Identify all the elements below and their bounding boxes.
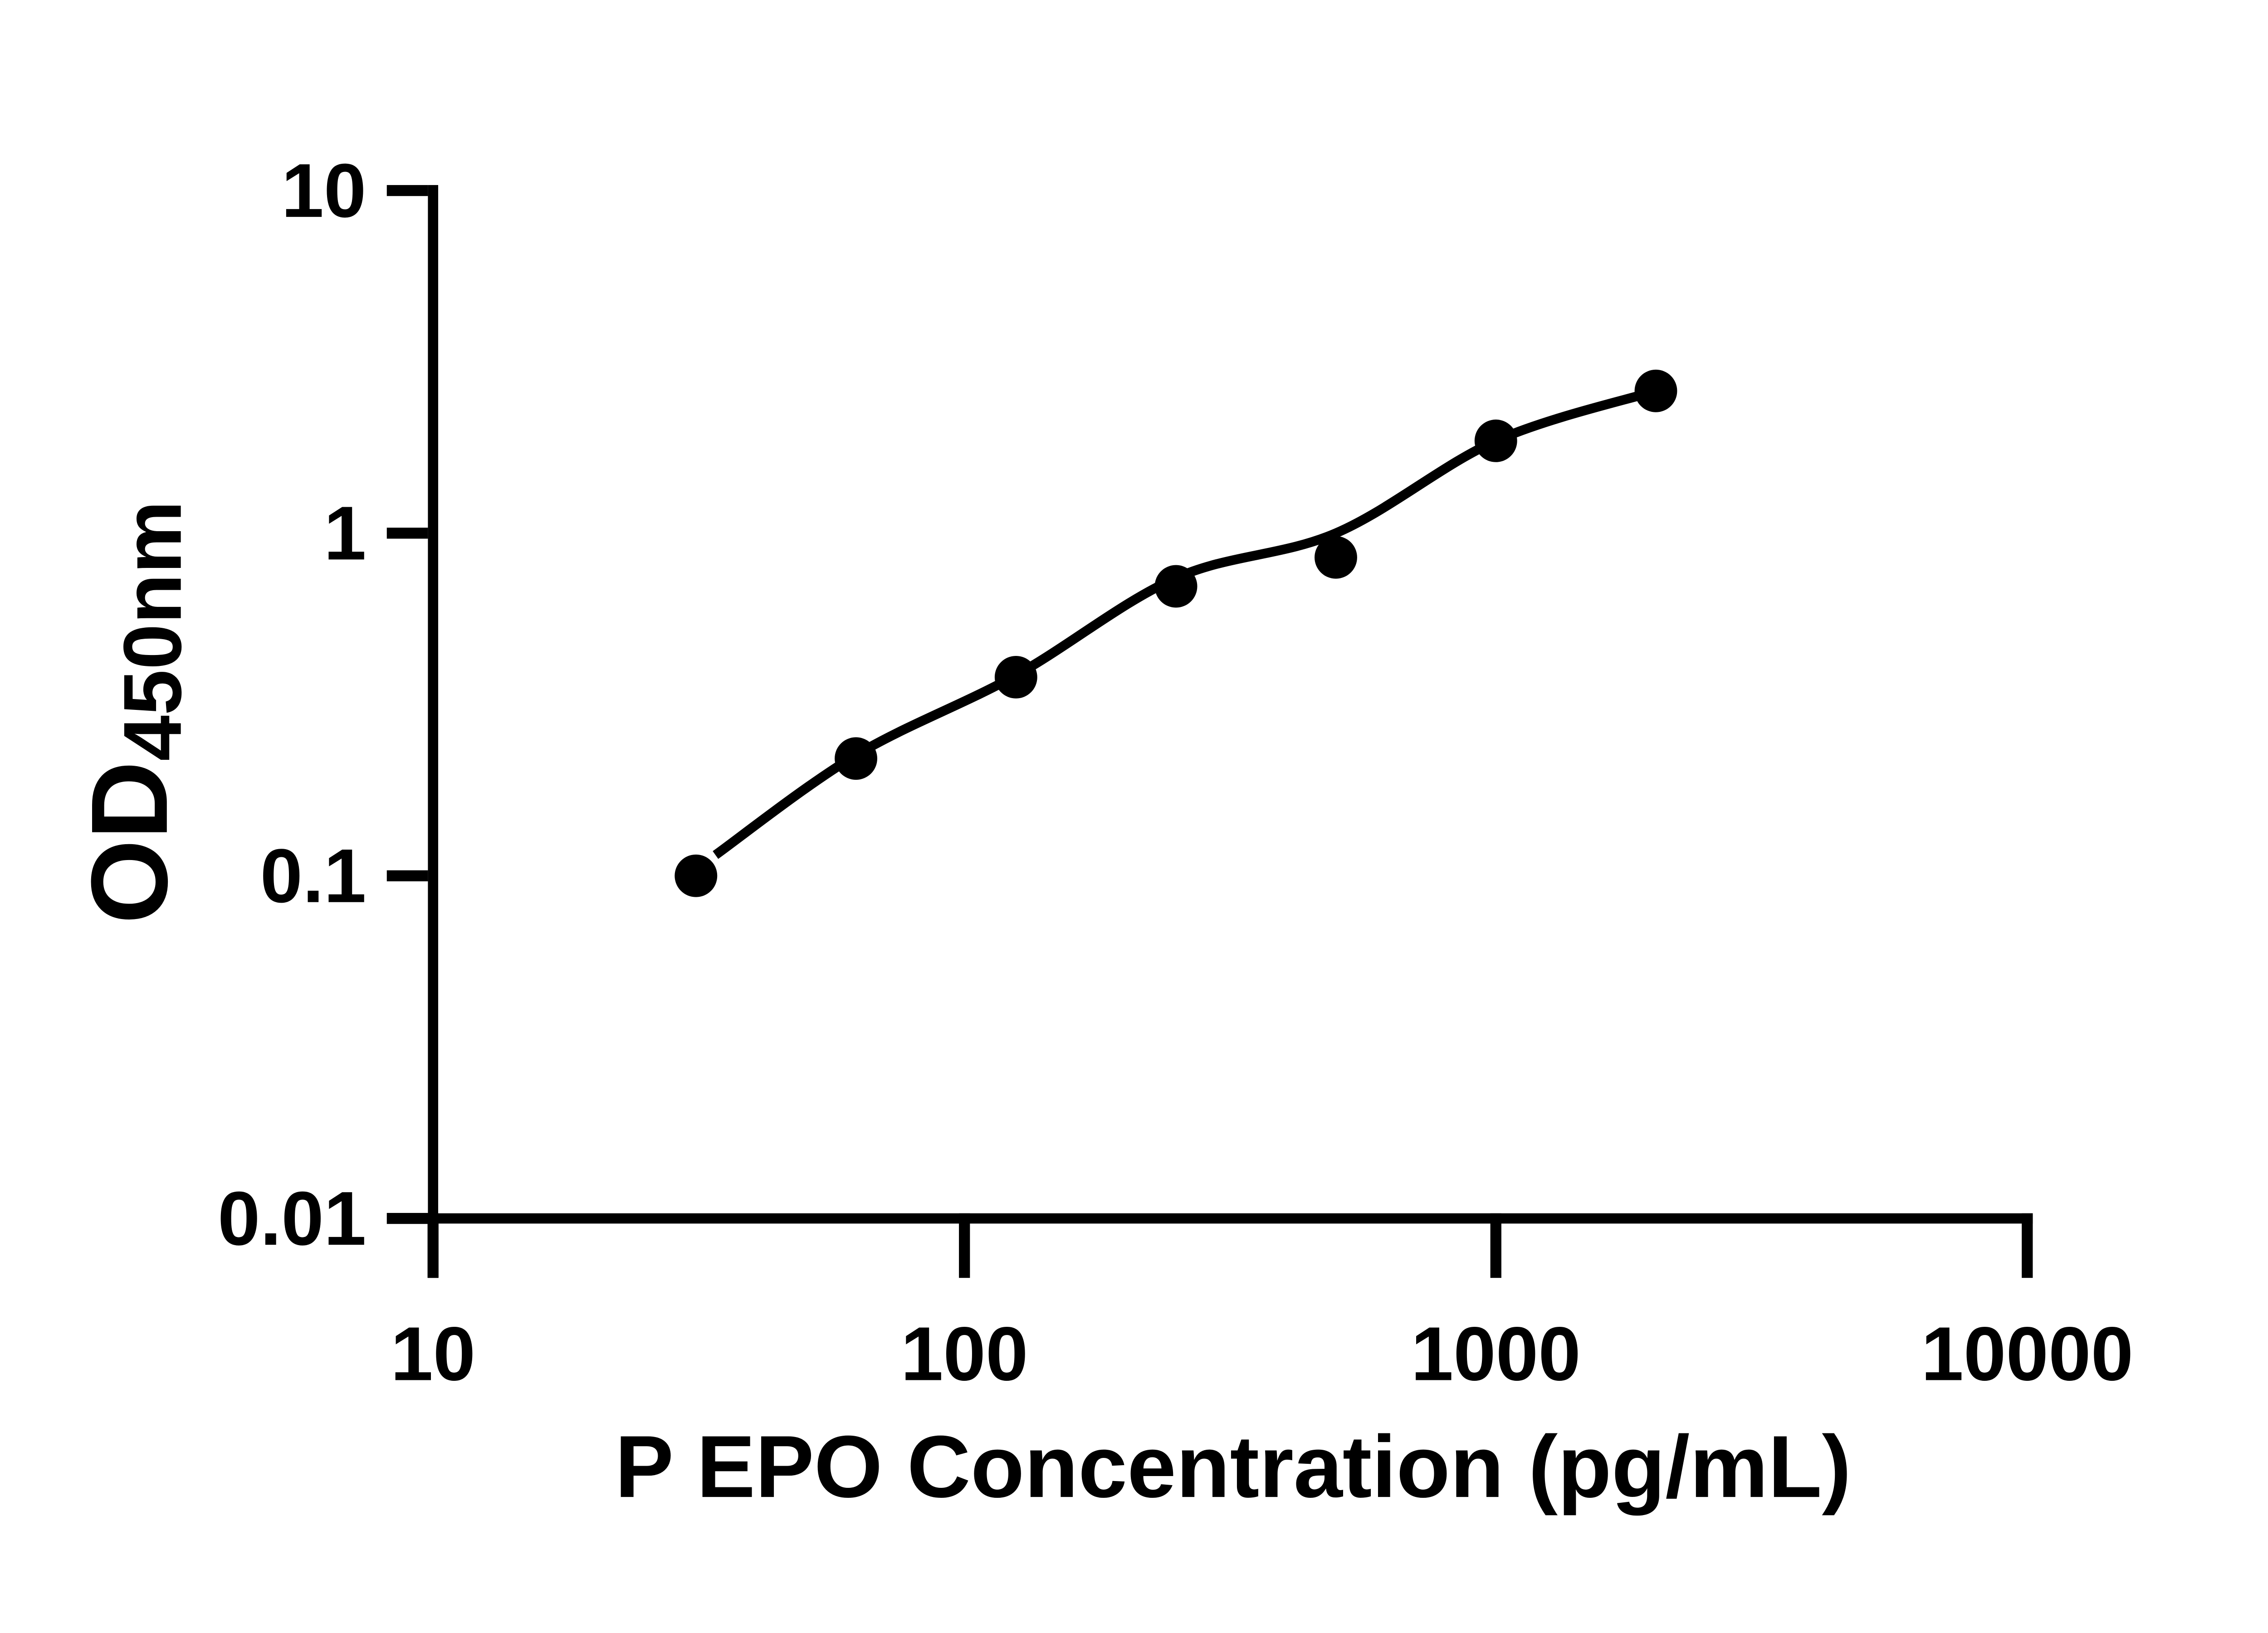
- data-point-125pg: [994, 655, 1037, 699]
- y-axis-title: OD450nm: [68, 501, 199, 924]
- x-tick-100: [959, 1213, 970, 1278]
- x-tick-label-10: 10: [391, 1311, 475, 1396]
- x-axis-title: P EPO Concentration (pg/mL): [615, 1418, 1852, 1516]
- y-axis-title-subscript: 450nm: [107, 501, 199, 761]
- x-tick-10000: [2022, 1213, 2033, 1278]
- x-tick-label-100: 100: [901, 1311, 1028, 1396]
- y-tick-1: [386, 528, 428, 539]
- y-tick-label-0.1: 0.1: [260, 833, 367, 919]
- fit-curve-layer: [713, 386, 1657, 859]
- fit-curve: [713, 386, 1657, 859]
- x-tick-label-10000: 10000: [1921, 1311, 2133, 1396]
- y-tick-label-1: 1: [324, 490, 367, 576]
- data-point-1000pg: [1474, 419, 1517, 462]
- y-tick-10: [386, 185, 428, 196]
- data-point-62.5pg: [835, 737, 877, 780]
- y-tick-label-0.01: 0.01: [218, 1176, 366, 1261]
- x-tick-10: [427, 1213, 439, 1278]
- y-tick-0.1: [386, 870, 428, 881]
- x-axis-line: [428, 1213, 2033, 1224]
- data-point-500pg: [1315, 536, 1357, 579]
- y-axis-line: [428, 185, 439, 1278]
- data-point-250pg: [1154, 565, 1198, 608]
- data-points-layer: [675, 369, 1677, 897]
- y-axis-title-main: OD: [68, 761, 190, 924]
- axes-layer: 10 1 0.1 0.01 10 100 1000 10000: [218, 148, 2133, 1396]
- y-tick-0.01: [386, 1213, 428, 1224]
- data-point-2000pg: [1634, 369, 1677, 412]
- data-point-31.25pg: [675, 854, 718, 897]
- x-tick-1000: [1490, 1213, 1501, 1278]
- y-tick-label-10: 10: [281, 148, 366, 233]
- x-tick-label-1000: 1000: [1411, 1311, 1581, 1396]
